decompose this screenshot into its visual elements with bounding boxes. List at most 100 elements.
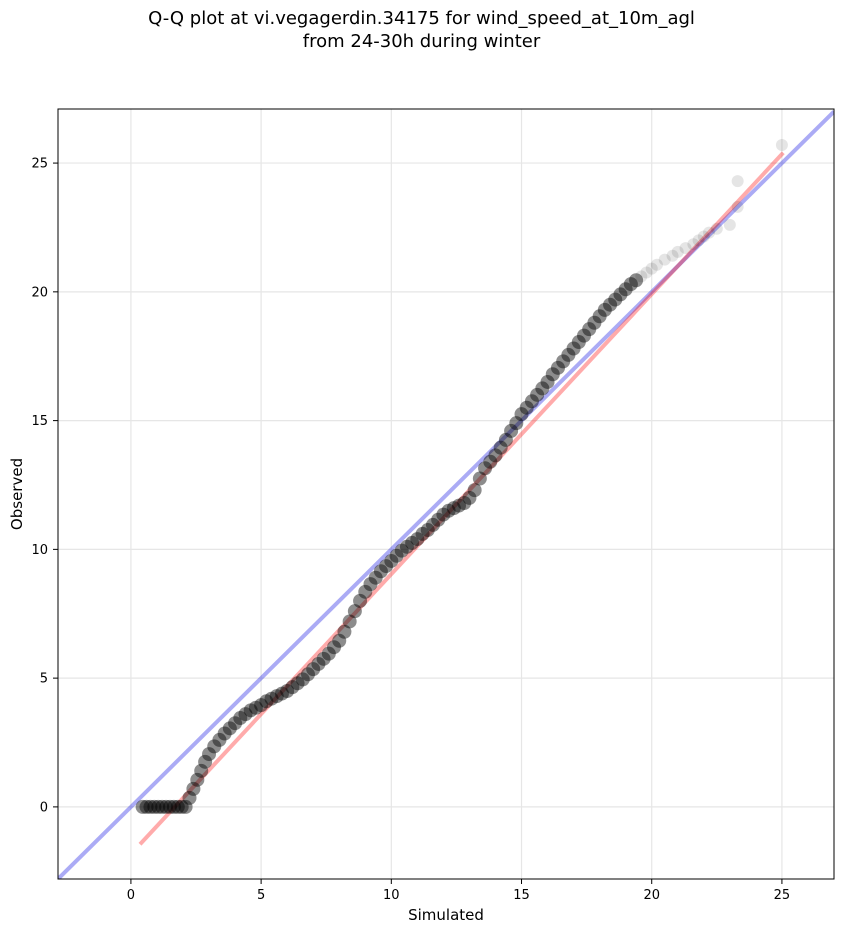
data-point — [254, 698, 269, 713]
y-tick-label: 25 — [31, 157, 48, 172]
data-point — [571, 335, 586, 350]
data-point — [561, 347, 576, 362]
data-point — [159, 799, 174, 814]
x-tick-label: 0 — [127, 888, 135, 903]
data-point — [472, 471, 487, 486]
data-point — [457, 496, 472, 511]
data-point — [207, 739, 222, 754]
data-point — [233, 711, 248, 726]
data-point — [139, 799, 154, 814]
scatter-points — [135, 139, 788, 814]
y-tick-label: 10 — [31, 543, 48, 558]
data-point — [394, 543, 409, 558]
data-point — [577, 328, 592, 343]
x-axis-label: Simulated — [408, 906, 484, 924]
data-point — [217, 726, 232, 741]
data-point — [259, 694, 274, 709]
data-point — [687, 238, 700, 251]
data-point — [269, 689, 284, 704]
data-point — [493, 440, 508, 455]
y-axis-label: Observed — [8, 458, 26, 530]
data-point — [540, 374, 555, 389]
data-point — [358, 584, 373, 599]
data-point — [436, 507, 451, 522]
data-point — [405, 535, 420, 550]
data-point — [635, 270, 648, 283]
data-point — [629, 273, 644, 288]
data-point — [155, 799, 170, 814]
data-point — [731, 175, 744, 188]
data-point — [608, 292, 623, 307]
lines — [58, 110, 834, 879]
data-point — [306, 662, 321, 677]
axis-ticks: 0 5 10 15 20 25 0 5 10 15 20 25 — [31, 157, 790, 903]
chart-subtitle: from 24-30h during winter — [302, 31, 541, 52]
y-tick-label: 5 — [40, 672, 48, 687]
data-point — [504, 423, 519, 438]
data-point — [347, 604, 362, 619]
data-point — [399, 539, 414, 554]
data-point — [238, 707, 253, 722]
data-point — [775, 139, 788, 152]
data-point — [666, 249, 679, 262]
data-point — [613, 287, 628, 302]
data-point — [441, 503, 456, 518]
data-point — [467, 483, 482, 498]
data-point — [420, 523, 435, 538]
data-point — [373, 564, 388, 579]
data-point — [431, 512, 446, 527]
data-point — [316, 651, 331, 666]
data-point — [566, 341, 581, 356]
data-point — [658, 253, 671, 266]
data-point — [498, 432, 513, 447]
data-point — [478, 461, 493, 476]
data-point — [212, 732, 227, 747]
data-point — [550, 360, 565, 375]
data-point — [290, 676, 305, 691]
x-tick-label: 10 — [383, 888, 400, 903]
data-point — [640, 266, 653, 279]
data-point — [535, 381, 550, 396]
chart-title: Q-Q plot at vi.vegagerdin.34175 for wind… — [148, 8, 695, 29]
data-point — [198, 754, 213, 769]
data-point — [462, 490, 477, 505]
data-point — [603, 297, 618, 312]
data-point — [425, 517, 440, 532]
x-tick-label: 15 — [513, 888, 530, 903]
grid — [58, 109, 834, 879]
data-point — [143, 799, 158, 814]
x-tick-label: 5 — [257, 888, 265, 903]
data-point — [147, 799, 162, 814]
data-point — [202, 747, 217, 762]
data-point — [545, 367, 560, 382]
data-point — [321, 646, 336, 661]
data-point — [332, 633, 347, 648]
data-point — [415, 526, 430, 541]
data-point — [514, 407, 529, 422]
data-point — [645, 262, 658, 275]
data-point — [384, 553, 399, 568]
data-point — [379, 559, 394, 574]
data-point — [280, 684, 295, 699]
data-point — [697, 230, 710, 243]
data-point — [190, 772, 205, 787]
data-point — [170, 799, 185, 814]
data-point — [692, 234, 705, 247]
data-point — [389, 548, 404, 563]
data-point — [703, 226, 716, 239]
data-point — [194, 763, 209, 778]
reference-line — [58, 110, 834, 879]
data-point — [483, 454, 498, 469]
data-point — [488, 448, 503, 463]
data-point — [264, 691, 279, 706]
data-point — [248, 700, 263, 715]
y-tick-label: 20 — [31, 285, 48, 300]
data-point — [285, 680, 300, 695]
data-point — [300, 667, 315, 682]
data-point — [182, 790, 197, 805]
data-point — [295, 672, 310, 687]
data-point — [710, 222, 723, 235]
data-point — [135, 799, 150, 814]
x-tick-label: 20 — [643, 888, 660, 903]
data-point — [650, 258, 663, 271]
